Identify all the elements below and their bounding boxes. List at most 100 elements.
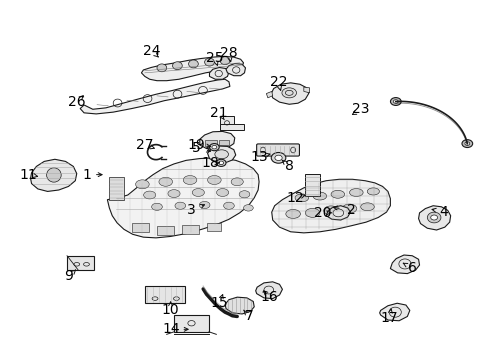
Text: 20: 20 <box>313 206 330 220</box>
Ellipse shape <box>427 212 440 223</box>
Ellipse shape <box>239 191 249 198</box>
Ellipse shape <box>294 194 308 202</box>
Ellipse shape <box>199 202 209 208</box>
Ellipse shape <box>216 189 228 197</box>
Text: 8: 8 <box>284 159 293 173</box>
Ellipse shape <box>430 215 437 220</box>
Polygon shape <box>207 146 235 163</box>
Ellipse shape <box>360 203 373 211</box>
Ellipse shape <box>223 202 234 209</box>
Polygon shape <box>107 158 259 238</box>
Ellipse shape <box>209 144 219 151</box>
Text: 22: 22 <box>269 75 286 89</box>
Ellipse shape <box>330 190 344 198</box>
Text: 27: 27 <box>136 138 153 152</box>
Ellipse shape <box>172 62 182 69</box>
Ellipse shape <box>143 191 156 199</box>
Text: 6: 6 <box>407 261 416 275</box>
Text: 14: 14 <box>163 322 180 336</box>
FancyBboxPatch shape <box>67 256 94 270</box>
Polygon shape <box>303 87 309 93</box>
Ellipse shape <box>274 155 282 161</box>
Ellipse shape <box>390 98 400 105</box>
FancyBboxPatch shape <box>219 140 228 145</box>
Ellipse shape <box>183 176 197 184</box>
FancyBboxPatch shape <box>109 177 123 200</box>
Text: 21: 21 <box>210 106 227 120</box>
Ellipse shape <box>231 178 243 186</box>
Text: 1: 1 <box>82 168 91 182</box>
Ellipse shape <box>305 208 319 217</box>
Ellipse shape <box>46 168 61 182</box>
Polygon shape <box>325 206 350 220</box>
Text: 13: 13 <box>250 150 267 164</box>
Ellipse shape <box>188 60 198 68</box>
Polygon shape <box>255 282 282 298</box>
Polygon shape <box>418 206 450 230</box>
Ellipse shape <box>392 100 397 103</box>
Ellipse shape <box>243 204 253 211</box>
FancyBboxPatch shape <box>220 116 233 130</box>
Polygon shape <box>209 67 228 79</box>
Ellipse shape <box>312 192 326 200</box>
FancyBboxPatch shape <box>305 174 319 196</box>
Ellipse shape <box>207 176 221 184</box>
FancyBboxPatch shape <box>206 223 221 231</box>
Ellipse shape <box>323 206 338 215</box>
Text: 23: 23 <box>352 102 369 116</box>
Text: 25: 25 <box>205 51 223 65</box>
Text: 9: 9 <box>64 269 73 283</box>
Ellipse shape <box>159 177 172 186</box>
Ellipse shape <box>271 153 285 163</box>
Text: 5: 5 <box>191 141 200 155</box>
Ellipse shape <box>285 210 300 219</box>
Ellipse shape <box>192 189 204 197</box>
Text: 3: 3 <box>186 203 195 217</box>
Polygon shape <box>389 255 419 274</box>
Ellipse shape <box>167 190 180 198</box>
Text: 17: 17 <box>380 311 397 324</box>
FancyBboxPatch shape <box>131 223 148 232</box>
Text: 19: 19 <box>186 138 204 152</box>
Ellipse shape <box>175 202 185 209</box>
Polygon shape <box>224 297 254 314</box>
Ellipse shape <box>349 189 363 197</box>
FancyBboxPatch shape <box>204 140 216 146</box>
Text: 16: 16 <box>261 290 278 304</box>
Ellipse shape <box>214 150 228 159</box>
Ellipse shape <box>282 88 296 98</box>
Ellipse shape <box>157 64 166 72</box>
Polygon shape <box>266 91 272 98</box>
Ellipse shape <box>220 57 229 64</box>
FancyBboxPatch shape <box>157 226 174 235</box>
Text: 4: 4 <box>439 205 447 219</box>
Ellipse shape <box>218 161 223 165</box>
Polygon shape <box>271 83 308 104</box>
Text: 11: 11 <box>19 168 37 182</box>
FancyBboxPatch shape <box>220 124 244 130</box>
Polygon shape <box>141 57 243 81</box>
Text: 24: 24 <box>143 44 161 58</box>
Text: 7: 7 <box>244 310 253 323</box>
Text: 28: 28 <box>220 46 237 60</box>
Ellipse shape <box>366 188 379 195</box>
Text: 18: 18 <box>201 156 219 170</box>
Text: 26: 26 <box>68 95 85 109</box>
FancyBboxPatch shape <box>144 286 184 303</box>
Ellipse shape <box>461 140 472 148</box>
Ellipse shape <box>204 58 214 66</box>
Text: 12: 12 <box>286 191 304 205</box>
Ellipse shape <box>342 204 356 213</box>
FancyBboxPatch shape <box>174 315 208 332</box>
Ellipse shape <box>211 145 216 149</box>
FancyBboxPatch shape <box>182 225 199 234</box>
Polygon shape <box>30 159 77 192</box>
Ellipse shape <box>135 180 149 189</box>
Polygon shape <box>225 64 245 76</box>
FancyBboxPatch shape <box>256 144 299 156</box>
Ellipse shape <box>464 142 469 145</box>
Text: 15: 15 <box>210 296 227 310</box>
Polygon shape <box>80 79 229 114</box>
Ellipse shape <box>216 159 225 166</box>
Polygon shape <box>200 131 234 150</box>
